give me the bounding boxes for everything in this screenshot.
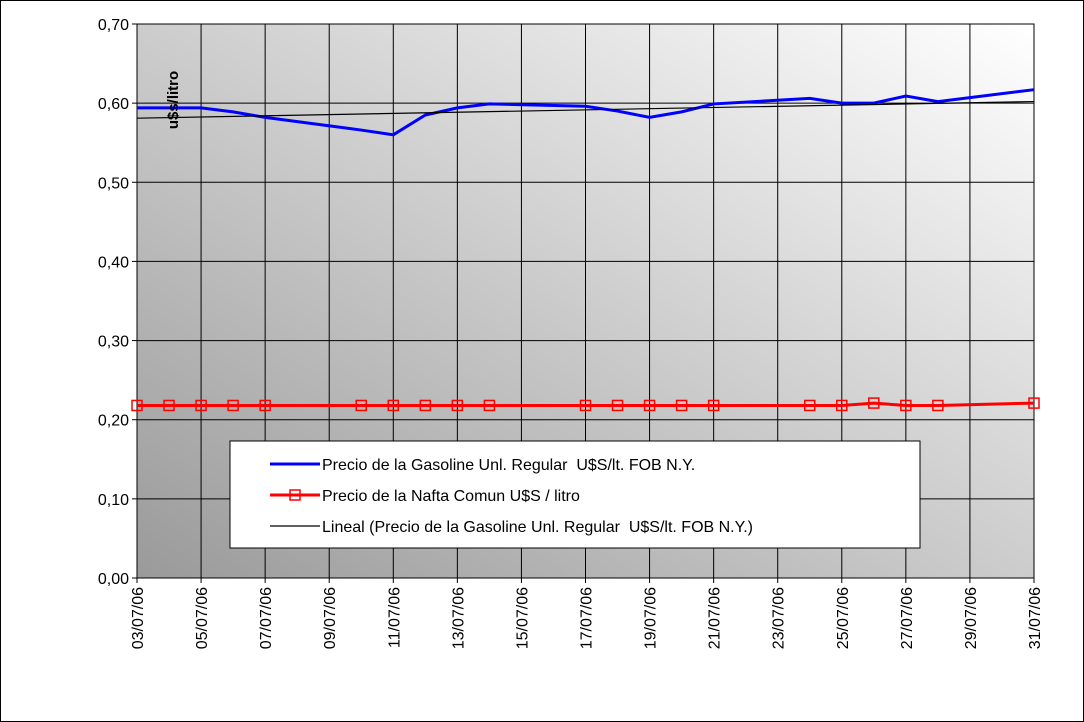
y-tick-label: 0,70: [98, 17, 129, 34]
x-tick-label: 13/07/06: [450, 587, 467, 649]
marker: [900, 399, 912, 412]
marker: [579, 399, 592, 412]
marker: [611, 399, 624, 412]
y-tick-label: 0,10: [98, 492, 129, 509]
marker: [643, 399, 656, 412]
marker: [932, 399, 944, 412]
x-tick-label: 29/07/06: [963, 587, 980, 649]
x-tick-label: 19/07/06: [643, 587, 660, 649]
marker: [483, 399, 496, 412]
legend-label: Precio de la Gasoline Unl. Regular U$S/l…: [322, 457, 695, 474]
y-tick-label: 0,30: [98, 334, 129, 351]
x-tick-label: 31/07/06: [1027, 587, 1044, 649]
x-tick-label: 03/07/06: [130, 587, 147, 649]
y-tick-label: 0,50: [98, 175, 129, 192]
series-line: [136, 100, 1035, 119]
y-tick-label: 0,40: [98, 254, 129, 271]
x-tick-label: 15/07/06: [514, 587, 531, 649]
y-tick-label: 0,60: [98, 96, 129, 113]
marker: [355, 399, 367, 412]
marker: [868, 397, 880, 409]
x-tick-label: 25/07/06: [835, 587, 852, 649]
legend-marker: [289, 489, 301, 501]
x-tick-label: 21/07/06: [707, 587, 724, 649]
marker: [131, 399, 143, 412]
legend-label: Precio de la Nafta Comun U$S / litro: [322, 488, 580, 505]
x-tick-label: 17/07/06: [579, 587, 596, 649]
legend-box: [229, 440, 921, 549]
series-line: [137, 88, 1035, 137]
marker: [227, 399, 239, 412]
y-axis-title: u$s/litro: [165, 71, 182, 129]
marker: [259, 399, 271, 412]
legend-label: Lineal (Precio de la Gasoline Unl. Regul…: [322, 519, 753, 536]
marker: [195, 399, 207, 412]
x-tick-label: 11/07/06: [386, 587, 403, 648]
marker: [419, 399, 432, 412]
marker: [804, 399, 816, 412]
marker: [451, 399, 464, 412]
marker: [707, 399, 720, 412]
x-tick-label: 07/07/06: [258, 587, 275, 649]
marker: [836, 399, 848, 412]
plot-frame: [136, 23, 1035, 579]
y-tick-label: 0,00: [98, 571, 129, 588]
x-tick-label: 05/07/06: [194, 587, 211, 649]
x-tick-label: 23/07/06: [771, 587, 788, 649]
marker: [1028, 397, 1040, 409]
marker: [387, 399, 400, 412]
x-tick-label: 09/07/06: [322, 587, 339, 649]
marker: [675, 399, 688, 412]
marker: [163, 399, 175, 412]
series-line: [137, 401, 1035, 407]
y-tick-label: 0,20: [98, 413, 129, 430]
x-tick-label: 27/07/06: [899, 587, 916, 649]
